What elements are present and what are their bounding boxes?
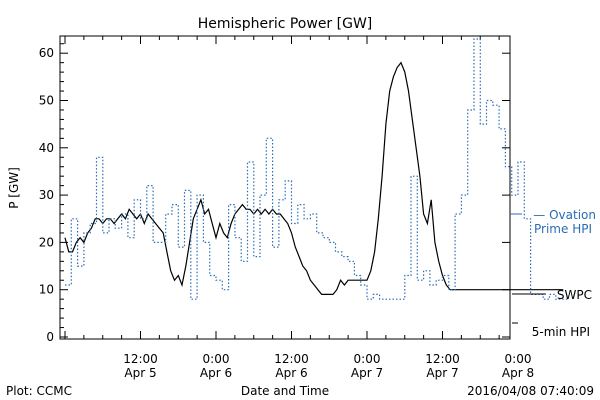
x-tick-time-1: 0:00 (203, 352, 230, 366)
y-tick-label-20: 20 (39, 235, 54, 249)
x-tick-time-0: 12:00 (123, 352, 158, 366)
y-tick-label-0: 0 (46, 330, 54, 344)
y-tick-label-10: 10 (39, 283, 54, 297)
series-layer (64, 38, 569, 300)
y-tick-label-40: 40 (39, 141, 54, 155)
x-tick-date-1: Apr 6 (200, 366, 232, 380)
y-tick-label-30: 30 (39, 188, 54, 202)
x-tick-date-4: Apr 7 (426, 366, 458, 380)
x-tick-time-3: 0:00 (354, 352, 381, 366)
legend-ovation-line2: Prime HPI (534, 222, 592, 236)
y-tick-label-60: 60 (39, 46, 54, 60)
legend-swpc-line1: SWPC (557, 288, 592, 302)
chart-title: Hemispheric Power [GW] (198, 16, 373, 32)
x-tick-date-2: Apr 6 (275, 366, 307, 380)
x-tick-date-5: Apr 8 (502, 366, 534, 380)
plot-frame (59, 35, 511, 340)
footer-timestamp: 2016/04/08 07:40:09 (467, 384, 594, 398)
x-axis-label: Date and Time (241, 384, 329, 398)
x-tick-time-2: 12:00 (274, 352, 309, 366)
x-tick-time-4: 12:00 (425, 352, 460, 366)
x-tick-time-5: 0:00 (505, 352, 532, 366)
y-tick-label-50: 50 (39, 94, 54, 108)
series-ovation-prime-line (65, 38, 569, 300)
y-axis-label: P [GW] (7, 167, 21, 209)
legend-swpc-line2: 5-min HPI (532, 325, 590, 339)
x-tick-date-3: Apr 7 (351, 366, 383, 380)
footer-plot-credit: Plot: CCMC (6, 384, 72, 398)
x-tick-date-0: Apr 5 (124, 366, 156, 380)
series-swpc-line (64, 61, 564, 295)
y-axis: 0 10 20 30 40 50 60 (39, 43, 510, 344)
legend-ovation-line1: — Ovation (533, 208, 596, 222)
